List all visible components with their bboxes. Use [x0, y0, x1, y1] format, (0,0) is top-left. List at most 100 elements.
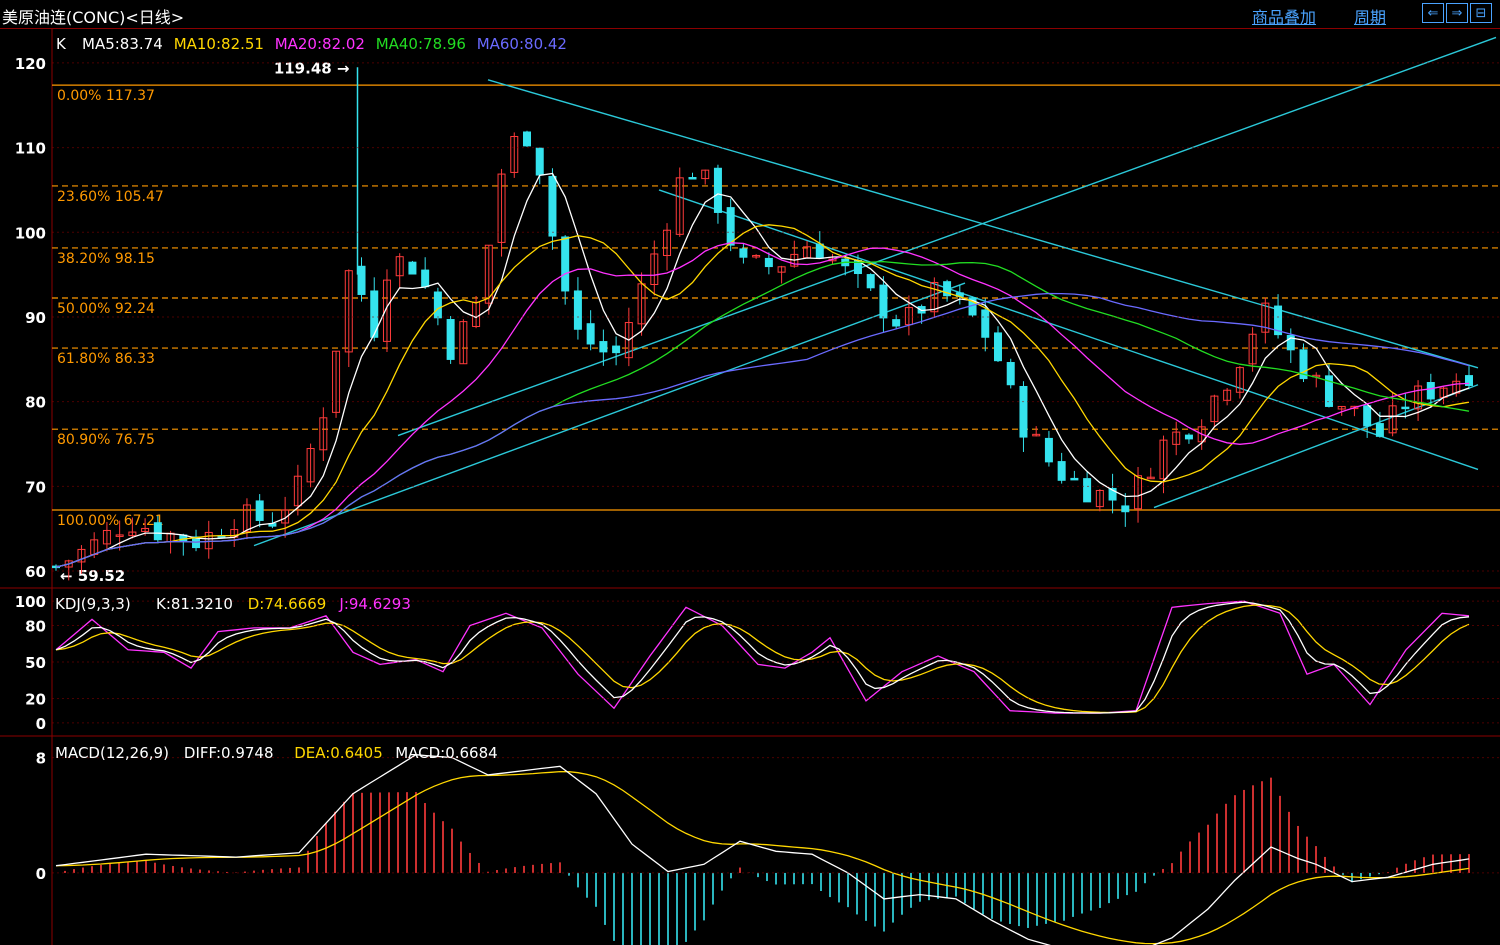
fib-level-label: 38.20% 98.15	[57, 251, 155, 267]
kdj-indicator	[55, 600, 1470, 714]
candle-body	[1388, 405, 1397, 434]
candle-body	[1337, 405, 1346, 410]
next-arrow-icon[interactable]: ⇒	[1446, 3, 1468, 23]
kdj-k-line	[55, 601, 1470, 714]
candle-body	[1083, 478, 1092, 503]
legend-item: KDJ(9,3,3)	[55, 595, 131, 613]
candle-body	[497, 173, 506, 243]
candle-body	[994, 332, 1002, 362]
candle-body	[1044, 437, 1053, 463]
candle-body	[1274, 305, 1283, 336]
candle-body	[713, 167, 722, 213]
candle-body	[510, 136, 519, 173]
nav-buttons: ⇐ ⇒ ⊟	[1422, 3, 1492, 23]
kdj-tick: 0	[36, 715, 46, 733]
legend-item: K:81.3210	[156, 595, 233, 613]
legend-item: D:74.6669	[248, 595, 327, 613]
candle-body	[1286, 334, 1295, 351]
candle-body	[395, 256, 404, 277]
candle-body	[1324, 375, 1333, 407]
candle-body	[1070, 477, 1079, 481]
candle-body	[943, 281, 952, 297]
candle-body	[370, 290, 379, 338]
candle-body	[459, 321, 468, 365]
trendlines	[253, 36, 1497, 547]
candle-body	[764, 257, 773, 268]
candle-body	[344, 270, 353, 353]
kdj-tick: 100	[15, 593, 46, 611]
legend-item: DIFF:0.9748	[184, 744, 274, 762]
candle-body	[1414, 385, 1423, 410]
ma40-line	[55, 260, 1470, 568]
high-price-label: 119.48 →	[274, 59, 350, 77]
candle-body	[153, 522, 162, 541]
legend-item: MA60:80.42	[477, 35, 567, 53]
candle-body	[433, 291, 442, 319]
price-tick: 60	[25, 563, 46, 581]
candle-body	[535, 147, 544, 176]
candle-body	[1235, 367, 1244, 393]
candle-body	[1210, 395, 1219, 423]
candle-body	[701, 169, 710, 180]
fib-level-label: 23.60% 105.47	[57, 189, 164, 205]
chart-title: 美原油连(CONC)<日线>	[2, 8, 185, 27]
candle-body	[777, 266, 786, 273]
candle-body	[1006, 362, 1015, 386]
candle-body	[204, 531, 213, 550]
window-toggle-icon[interactable]: ⊟	[1470, 3, 1492, 23]
candle-body	[726, 207, 735, 246]
candle-body	[688, 177, 697, 180]
macd-dea-line	[55, 770, 1470, 945]
macd-indicator	[55, 754, 1470, 945]
candle-body	[1223, 389, 1232, 401]
prev-arrow-icon[interactable]: ⇐	[1422, 3, 1444, 23]
candle-body	[446, 319, 455, 360]
trendline	[397, 36, 1497, 437]
kdj-j-line	[55, 600, 1470, 714]
title-bar: 美原油连(CONC)<日线> 商品叠加 周期 ⇐ ⇒ ⊟	[0, 0, 1500, 29]
low-price-label: ← 59.52	[60, 567, 125, 585]
candle-body	[904, 307, 913, 326]
candle-body	[815, 243, 824, 259]
candle-body	[421, 269, 430, 288]
candle-body	[408, 261, 417, 275]
candle-body	[242, 504, 251, 533]
legend-item: J:94.6293	[338, 595, 411, 613]
candle-body	[612, 345, 621, 354]
candle-body	[752, 254, 761, 258]
kdj-tick: 20	[25, 691, 46, 709]
candle-body	[879, 284, 888, 319]
candle-body	[892, 319, 901, 327]
candle-body	[675, 177, 684, 235]
price-tick: 90	[25, 309, 46, 327]
candle-body	[1401, 406, 1410, 410]
candle-body	[357, 265, 366, 295]
candle-body	[1197, 426, 1206, 443]
candle-body	[561, 236, 570, 292]
candle-body	[586, 323, 595, 345]
panel-label: K	[56, 35, 67, 53]
candle-body	[790, 253, 799, 267]
candle-body	[1172, 431, 1181, 445]
macd-diff-line	[55, 754, 1470, 945]
candle-body	[548, 175, 557, 237]
candle-body	[1108, 487, 1117, 501]
candle-body	[1248, 333, 1257, 365]
kdj-tick: 80	[25, 618, 46, 636]
candle-body	[1146, 476, 1155, 480]
ma10-line	[55, 224, 1470, 568]
candle-body	[981, 309, 990, 338]
overlay-commodity-link[interactable]: 商品叠加	[1252, 8, 1317, 27]
candle-body	[1184, 434, 1193, 440]
candle-body	[1261, 302, 1270, 333]
panel-frames	[0, 28, 1500, 945]
ma60-line	[55, 292, 1470, 568]
price-tick: 80	[25, 394, 46, 412]
indicator-legends: K MA5:83.74 MA10:82.51 MA20:82.02 MA40:78.96…	[55, 35, 567, 762]
price-tick: 100	[15, 224, 46, 242]
candle-body	[1363, 405, 1372, 427]
price-tick: 70	[25, 478, 46, 496]
fibonacci-levels: 0.00% 117.37 23.60% 105.47 38.20% 98.15 50.…	[52, 59, 1500, 585]
period-link[interactable]: 周期	[1354, 8, 1387, 27]
